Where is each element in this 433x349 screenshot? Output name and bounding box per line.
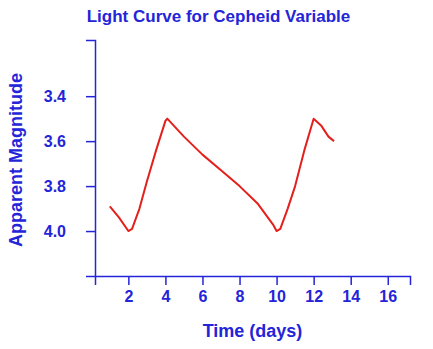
- y-tick-mark: [86, 231, 95, 233]
- x-tick-mark: [239, 276, 241, 285]
- y-tick: 3.8: [44, 178, 95, 195]
- x-axis-title: Time (days): [203, 321, 303, 341]
- x-tick: 16: [379, 276, 397, 305]
- y-axis: 3.4 3.6 3.8 4.0: [44, 41, 96, 277]
- x-tick-label: 10: [268, 288, 286, 305]
- y-tick-label: 3.8: [44, 178, 66, 195]
- plot: 2 4 6 8 10 12 14 16 3.4 3.6 3.8 4.0: [44, 41, 411, 306]
- y-tick: 4.0: [44, 223, 95, 240]
- x-tick-label: 16: [379, 288, 397, 305]
- x-tick: 12: [305, 276, 323, 305]
- y-tick: 3.4: [44, 88, 95, 105]
- y-axis-line: [86, 41, 96, 277]
- x-tick-mark: [165, 276, 167, 285]
- x-tick: 8: [236, 276, 245, 305]
- x-tick: 10: [268, 276, 286, 305]
- x-tick: 2: [124, 276, 133, 305]
- x-tick: 14: [342, 276, 360, 305]
- y-tick-label: 4.0: [44, 223, 66, 240]
- y-axis-title: Apparent Magnitude: [6, 73, 26, 247]
- x-tick-mark: [313, 276, 315, 285]
- chart: 2 4 6 8 10 12 14 16 3.4 3.6 3.8 4.0 Light Curve for …: [0, 0, 433, 349]
- x-axis: 2 4 6 8 10 12 14 16: [96, 276, 411, 305]
- y-tick-label: 3.6: [44, 133, 66, 150]
- x-tick-mark: [276, 276, 278, 285]
- x-axis-line: [96, 277, 411, 286]
- x-tick-label: 2: [124, 288, 133, 305]
- x-tick-mark: [128, 276, 130, 285]
- x-tick: 6: [199, 276, 208, 305]
- x-tick-label: 6: [199, 288, 208, 305]
- y-tick-label: 3.4: [44, 88, 66, 105]
- light-curve: [110, 119, 334, 231]
- x-tick: 4: [161, 276, 170, 305]
- y-tick: 3.6: [44, 133, 95, 150]
- y-tick-mark: [86, 141, 95, 143]
- x-tick-label: 12: [305, 288, 323, 305]
- marks: [110, 119, 334, 231]
- x-tick-label: 8: [236, 288, 245, 305]
- title: Light Curve for Cepheid Variable: [87, 7, 351, 26]
- y-tick-mark: [86, 96, 95, 98]
- x-tick-mark: [202, 276, 204, 285]
- x-tick-mark: [350, 276, 352, 285]
- x-tick-mark: [388, 276, 390, 285]
- x-tick-label: 4: [161, 288, 170, 305]
- y-tick-mark: [86, 186, 95, 188]
- x-tick-label: 14: [342, 288, 360, 305]
